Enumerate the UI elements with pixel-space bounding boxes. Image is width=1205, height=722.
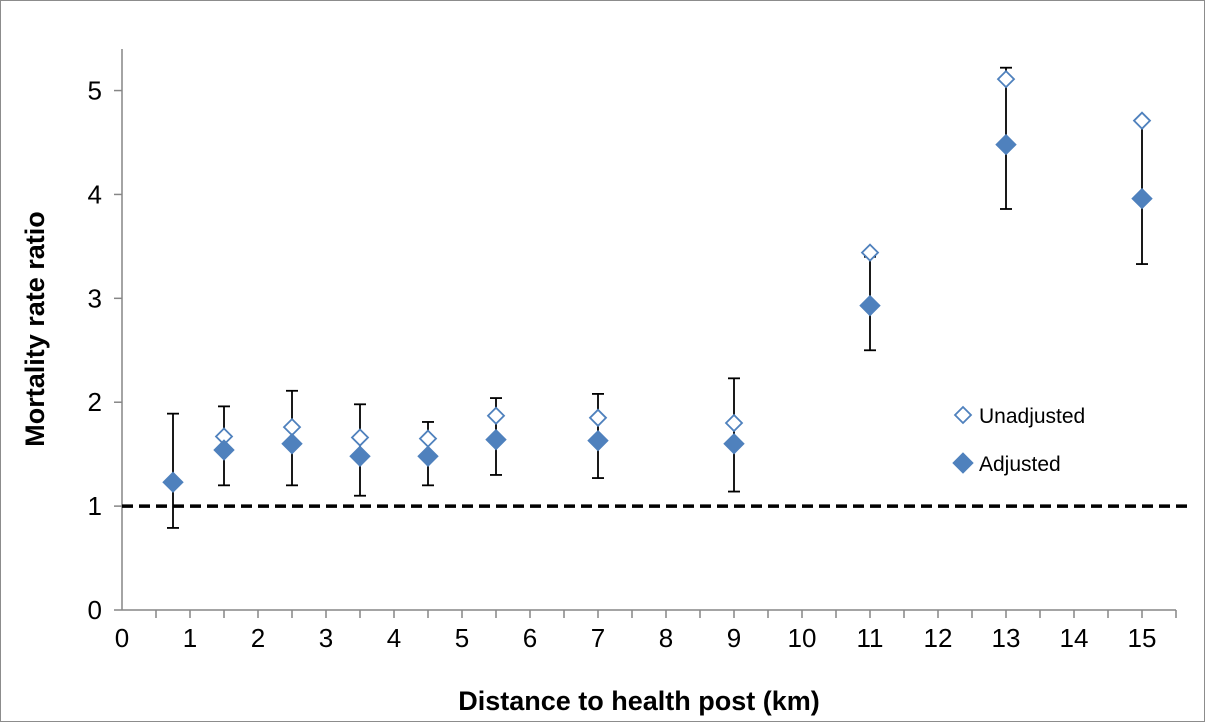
point-adjusted	[349, 445, 371, 467]
legend-item-adjusted: Adjusted	[952, 452, 1061, 476]
point-unadjusted	[1132, 111, 1152, 130]
x-tick-label: 14	[1060, 623, 1089, 653]
x-tick-label: 10	[788, 623, 817, 653]
point-adjusted	[485, 428, 507, 451]
x-tick-label: 15	[1128, 623, 1157, 653]
series-adjusted	[162, 133, 1153, 493]
y-tick-label: 5	[88, 76, 102, 106]
point-adjusted	[587, 429, 609, 452]
point-unadjusted	[350, 428, 370, 447]
x-tick-label: 12	[924, 623, 953, 653]
legend-label-adjusted: Adjusted	[979, 453, 1061, 476]
y-tick-label: 2	[88, 387, 102, 417]
point-adjusted	[859, 294, 881, 317]
error-bar	[167, 412, 179, 529]
x-tick-label: 3	[319, 623, 333, 653]
x-tick-label: 4	[387, 623, 401, 653]
x-axis-title: Distance to health post (km)	[458, 686, 820, 716]
y-tick-label: 4	[88, 179, 102, 209]
point-adjusted	[723, 433, 745, 455]
x-tick-label: 5	[455, 623, 469, 653]
point-unadjusted	[724, 413, 744, 433]
x-tick-label: 1	[183, 623, 197, 653]
point-unadjusted	[996, 69, 1016, 89]
point-adjusted	[995, 133, 1017, 156]
x-axis: 0 1 2 3 4 5 6 7 8 9 10 11 12 13 14 15	[115, 609, 1177, 653]
y-tick-label: 1	[88, 491, 102, 521]
x-tick-label: 13	[992, 623, 1021, 653]
point-unadjusted	[282, 417, 302, 437]
x-tick-label: 2	[251, 623, 265, 653]
point-unadjusted	[486, 406, 506, 426]
x-tick-label: 11	[857, 623, 884, 653]
legend: Unadjusted Adjusted	[952, 405, 1085, 476]
point-adjusted	[281, 433, 303, 455]
point-adjusted	[162, 471, 184, 493]
point-unadjusted	[418, 429, 438, 448]
x-tick-label: 7	[591, 623, 605, 653]
x-tick-label: 6	[523, 623, 537, 653]
y-axis-title: Mortality rate ratio	[20, 211, 50, 447]
x-tick-label: 8	[659, 623, 673, 653]
x-tick-label: 0	[115, 623, 129, 653]
point-adjusted	[213, 439, 235, 461]
point-adjusted	[1131, 187, 1153, 210]
point-adjusted	[417, 445, 439, 467]
y-tick-label: 0	[88, 595, 102, 625]
x-tick-label: 9	[727, 623, 741, 653]
y-tick-label: 3	[88, 283, 102, 313]
legend-item-unadjusted: Unadjusted	[953, 405, 1085, 428]
legend-marker-adjusted	[952, 452, 974, 474]
y-axis: 0 1 2 3 4 5	[88, 49, 123, 625]
legend-label-unadjusted: Unadjusted	[979, 405, 1085, 428]
point-unadjusted	[860, 243, 880, 262]
point-unadjusted	[588, 408, 608, 428]
legend-marker-unadjusted	[953, 405, 973, 425]
